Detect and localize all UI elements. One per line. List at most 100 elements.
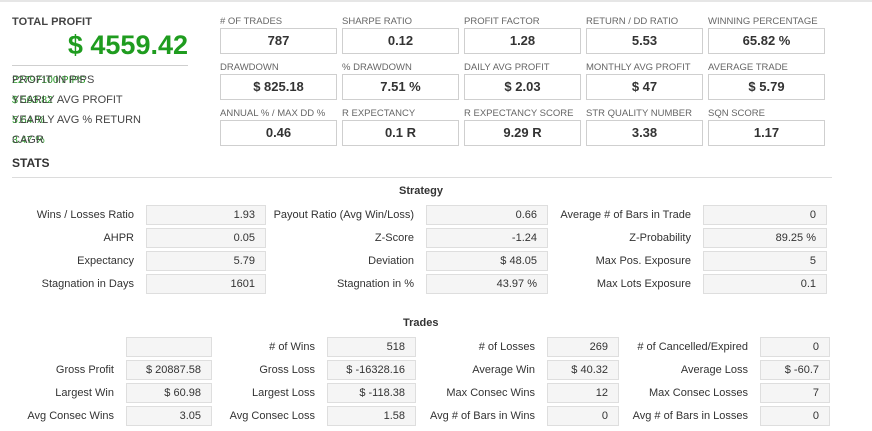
trades-value: 518 xyxy=(327,337,416,357)
trades-label: Avg Consec Loss xyxy=(229,410,315,422)
strategy-value: 5 xyxy=(703,251,827,271)
metric-label: STR QUALITY NUMBER xyxy=(586,108,692,119)
strategy-label: Average # of Bars in Trade xyxy=(560,209,691,221)
metric-label: AVERAGE TRADE xyxy=(708,62,788,73)
metric-value: 787 xyxy=(220,28,337,54)
metric-monthly-avg-profit: MONTHLY AVG PROFIT $ 47 xyxy=(586,61,703,100)
metric-label: SHARPE RATIO xyxy=(342,16,413,27)
summary-row-profit-in-pips: PROFIT IN PIPS 22797100 PIPS xyxy=(12,70,188,90)
metric-drawdown: DRAWDOWN $ 825.18 xyxy=(220,61,337,100)
strategy-value: 1.93 xyxy=(146,205,266,225)
trades-value: $ 40.32 xyxy=(547,360,619,380)
metric-value: $ 2.03 xyxy=(464,74,581,100)
trades-label: Average Win xyxy=(472,364,535,376)
strategy-value: 0.05 xyxy=(146,228,266,248)
strategy-heading: Strategy xyxy=(399,185,444,197)
metric-value: 0.1 R xyxy=(342,120,459,146)
metric-label: PROFIT FACTOR xyxy=(464,16,540,27)
trades-value: 7 xyxy=(760,383,830,403)
trades-value xyxy=(126,337,212,357)
metric-num-trades: # OF TRADES 787 xyxy=(220,15,337,54)
metric-label: DAILY AVG PROFIT xyxy=(464,62,550,73)
metric-value: 7.51 % xyxy=(342,74,459,100)
metric-value: 9.29 R xyxy=(464,120,581,146)
strategy-value: 0.66 xyxy=(426,205,548,225)
stats-divider xyxy=(12,177,832,178)
metric-label: WINNING PERCENTAGE xyxy=(708,16,818,27)
trades-label: Largest Win xyxy=(55,387,114,399)
trades-value: 269 xyxy=(547,337,619,357)
trades-value: $ 60.98 xyxy=(126,383,212,403)
trades-value: 3.05 xyxy=(126,406,212,426)
trades-label: Avg Consec Wins xyxy=(27,410,114,422)
metric-value: $ 825.18 xyxy=(220,74,337,100)
strategy-value: 0.1 xyxy=(703,274,827,294)
metric-sharpe-ratio: SHARPE RATIO 0.12 xyxy=(342,15,459,54)
metric-r-expectancy: R EXPECTANCY 0.1 R xyxy=(342,107,459,146)
strategy-value: 1601 xyxy=(146,274,266,294)
trades-label: Avg # of Bars in Wins xyxy=(430,410,535,422)
strategy-value: 0 xyxy=(703,205,827,225)
metric-value: 3.38 xyxy=(586,120,703,146)
trades-label: Gross Profit xyxy=(55,364,114,376)
metric-label: DRAWDOWN xyxy=(220,62,279,73)
strategy-value: -1.24 xyxy=(426,228,548,248)
trades-label: Average Loss xyxy=(680,364,748,376)
trades-label: Max Consec Wins xyxy=(446,387,535,399)
trades-label: Max Consec Losses xyxy=(648,387,748,399)
metric-value: 1.28 xyxy=(464,28,581,54)
strategy-value: 43.97 % xyxy=(426,274,548,294)
trades-value: 1.58 xyxy=(327,406,416,426)
strategy-label: Stagnation in Days xyxy=(41,278,134,290)
summary-value: 5.64 % xyxy=(12,114,45,126)
summary-label: YEARLY AVG % RETURN xyxy=(12,114,141,126)
trades-value: $ -16328.16 xyxy=(327,360,416,380)
metric-sqn-score: SQN SCORE 1.17 xyxy=(708,107,825,146)
strategy-label: Wins / Losses Ratio xyxy=(36,209,134,221)
summary-value: $ 563.82 xyxy=(12,94,53,106)
trades-label: Avg # of Bars in Losses xyxy=(632,410,748,422)
strategy-label: Max Lots Exposure xyxy=(596,278,691,290)
metric-percent-drawdown: % DRAWDOWN 7.51 % xyxy=(342,61,459,100)
trades-value: 0 xyxy=(760,406,830,426)
strategy-label: Z-Score xyxy=(374,232,414,244)
total-profit-title: TOTAL PROFIT xyxy=(12,16,93,28)
trades-label xyxy=(10,337,114,357)
metric-label: R EXPECTANCY SCORE xyxy=(464,108,574,119)
trades-value: $ -118.38 xyxy=(327,383,416,403)
metric-return-dd-ratio: RETURN / DD RATIO 5.53 xyxy=(586,15,703,54)
trades-label: # of Wins xyxy=(269,341,315,353)
trades-label: # of Cancelled/Expired xyxy=(637,341,748,353)
strategy-label: Payout Ratio (Avg Win/Loss) xyxy=(273,209,414,221)
trades-value: 0 xyxy=(760,337,830,357)
trades-value: $ 20887.58 xyxy=(126,360,212,380)
strategy-value: 5.79 xyxy=(146,251,266,271)
strategy-label: Stagnation in % xyxy=(336,278,414,290)
metric-r-expectancy-score: R EXPECTANCY SCORE 9.29 R xyxy=(464,107,581,146)
metric-daily-avg-profit: DAILY AVG PROFIT $ 2.03 xyxy=(464,61,581,100)
metric-average-trade: AVERAGE TRADE $ 5.79 xyxy=(708,61,825,100)
strategy-label: Max Pos. Exposure xyxy=(595,255,691,267)
metric-label: # OF TRADES xyxy=(220,16,283,27)
trades-heading: Trades xyxy=(403,317,439,329)
summary-label: YEARLY AVG PROFIT xyxy=(12,94,123,106)
metric-label: RETURN / DD RATIO xyxy=(586,16,679,27)
strategy-label: Deviation xyxy=(368,255,414,267)
summary-value: 3.47 % xyxy=(12,134,45,146)
strategy-label: Z-Probability xyxy=(629,232,691,244)
metric-winning-percentage: WINNING PERCENTAGE 65.82 % xyxy=(708,15,825,54)
metric-value: 0.12 xyxy=(342,28,459,54)
summary-row-cagr: CAGR 3.47 % xyxy=(12,130,188,150)
metric-profit-factor: PROFIT FACTOR 1.28 xyxy=(464,15,581,54)
strategy-label: AHPR xyxy=(103,232,134,244)
top-border xyxy=(0,0,872,2)
summary-row-yearly-avg-profit: YEARLY AVG PROFIT $ 563.82 xyxy=(12,90,188,110)
stats-heading: STATS xyxy=(12,156,50,170)
trades-value: 12 xyxy=(547,383,619,403)
metric-label: % DRAWDOWN xyxy=(342,62,412,73)
metric-label: R EXPECTANCY xyxy=(342,108,416,119)
summary-value: 22797100 PIPS xyxy=(12,74,86,86)
metric-label: SQN SCORE xyxy=(708,108,766,119)
metric-value: 65.82 % xyxy=(708,28,825,54)
strategy-label: Expectancy xyxy=(77,255,134,267)
